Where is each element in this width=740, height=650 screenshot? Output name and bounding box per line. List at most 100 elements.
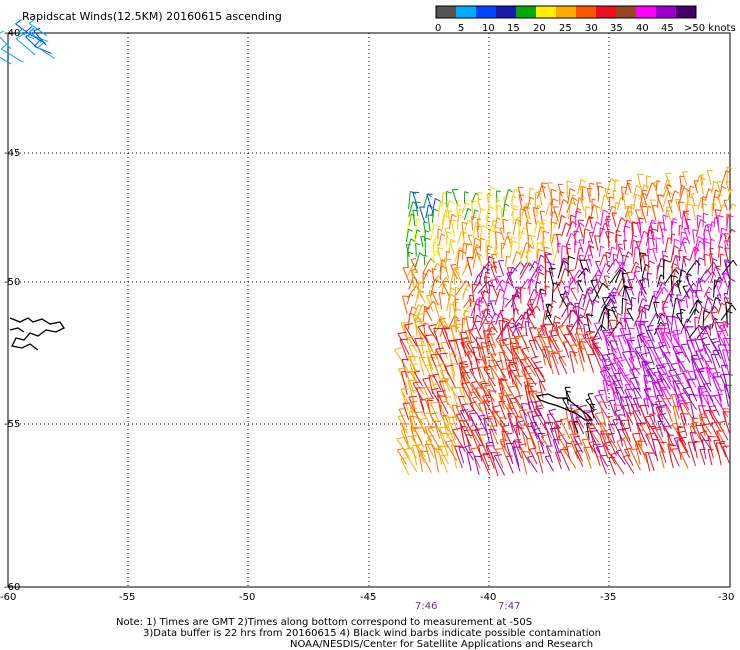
wind-barb	[424, 426, 434, 450]
wind-barb-flag	[592, 342, 599, 345]
wind-barb-flag	[500, 242, 507, 245]
wind-barb	[454, 298, 457, 312]
wind-barb	[451, 189, 459, 206]
wind-barb-flag	[611, 246, 616, 250]
wind-barb	[621, 272, 626, 290]
wind-barb	[576, 247, 580, 259]
wind-barb	[584, 431, 594, 453]
wind-barb	[633, 194, 637, 210]
wind-barb-flag	[604, 311, 611, 317]
wind-barb-flag	[424, 254, 428, 257]
wind-barb-flag	[714, 317, 718, 321]
wind-barb	[603, 331, 610, 354]
lat-label-40: -40	[4, 28, 20, 39]
wind-barb-flag	[677, 430, 686, 434]
wind-barb-flag	[463, 429, 470, 431]
wind-barb	[414, 317, 418, 337]
wind-barb-flag	[450, 238, 456, 242]
wind-barb-flag	[723, 407, 730, 410]
wind-barb	[581, 186, 584, 198]
wind-barb	[709, 221, 713, 233]
wind-barb	[640, 354, 656, 377]
wind-barb-flag	[512, 240, 518, 244]
wind-barb	[523, 367, 537, 386]
wind-barb-flag	[485, 441, 493, 444]
wind-barb	[722, 446, 730, 463]
wind-barb	[481, 323, 491, 349]
wind-barb	[697, 257, 700, 275]
wind-barb-flag	[676, 426, 684, 429]
wind-barb-flag	[412, 381, 420, 384]
wind-barb	[462, 298, 471, 309]
wind-barb	[642, 255, 647, 272]
wind-barb-flag	[675, 382, 684, 385]
wind-barb-flag	[537, 220, 542, 224]
wind-barb	[423, 255, 426, 266]
wind-barb	[630, 204, 633, 217]
wind-barb-flag	[580, 338, 591, 340]
wind-barb	[461, 338, 473, 358]
wind-barb	[498, 260, 505, 276]
wind-barb-flag	[725, 301, 733, 305]
wind-barb	[671, 298, 677, 318]
wind-barb	[548, 268, 554, 286]
wind-barb-flag	[683, 211, 690, 215]
wind-barb-flag	[482, 225, 488, 229]
wind-barb	[478, 382, 490, 398]
wind-barb-flag	[551, 188, 557, 192]
wind-barb-flag	[425, 229, 430, 233]
wind-barb	[483, 276, 489, 294]
wind-barb	[712, 376, 723, 401]
wind-barb	[671, 448, 680, 467]
wind-barb	[632, 398, 642, 416]
wind-barb-flag	[697, 214, 702, 218]
wind-barb-flag	[0, 30, 4, 34]
wind-barb	[521, 349, 535, 369]
wind-barb	[617, 368, 623, 386]
wind-barb-flag	[709, 247, 714, 250]
wind-barb-flag	[624, 333, 631, 336]
wind-barb	[636, 423, 648, 446]
wind-barb-flag	[723, 292, 728, 295]
wind-barb-flag	[721, 185, 727, 190]
wind-barb-flag	[467, 207, 472, 212]
wind-barb	[405, 244, 410, 257]
wind-barb	[619, 328, 627, 345]
wind-barb	[432, 262, 438, 274]
wind-barb-flag	[474, 303, 482, 307]
colorbar-swatch	[576, 6, 597, 18]
wind-barb-flag	[731, 203, 737, 207]
wind-barb-flag	[435, 347, 444, 350]
wind-barb-flag	[631, 403, 639, 406]
wind-barb-flag	[473, 320, 481, 323]
note-line-1: Note: 1) Times are GMT 2)Times along bot…	[116, 617, 532, 628]
wind-barb	[678, 438, 691, 458]
wind-barb	[413, 371, 424, 387]
wind-barb	[717, 389, 723, 408]
wind-barb-flag	[588, 440, 595, 444]
wind-barb-flag	[614, 179, 620, 182]
wind-barb	[652, 382, 658, 400]
wind-barb-flag	[608, 231, 615, 234]
wind-barb	[582, 268, 587, 286]
wind-barb	[470, 382, 481, 398]
wind-barb	[551, 353, 560, 376]
wind-barb-flag	[594, 411, 603, 415]
wind-barb-flag	[653, 301, 660, 304]
wind-barb-flag	[633, 397, 640, 399]
wind-barb-flag	[28, 18, 36, 24]
wind-barb-flag	[680, 269, 687, 273]
wind-barb	[698, 281, 703, 293]
wind-barb	[587, 254, 593, 267]
wind-barb-flag	[515, 416, 523, 418]
wind-speed-colorbar	[435, 5, 697, 19]
wind-barb-flag	[439, 445, 446, 448]
wind-barb-flag	[717, 389, 725, 391]
wind-barb-flag	[496, 217, 501, 221]
wind-barb	[489, 300, 496, 316]
wind-barb-flag	[548, 340, 558, 342]
wind-barb	[652, 248, 658, 262]
wind-barb-flag	[682, 285, 688, 287]
wind-barb	[667, 434, 672, 453]
wind-barb-flag	[674, 238, 680, 242]
